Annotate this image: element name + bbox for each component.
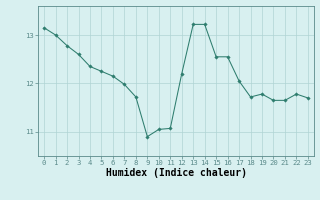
X-axis label: Humidex (Indice chaleur): Humidex (Indice chaleur) [106,168,246,178]
